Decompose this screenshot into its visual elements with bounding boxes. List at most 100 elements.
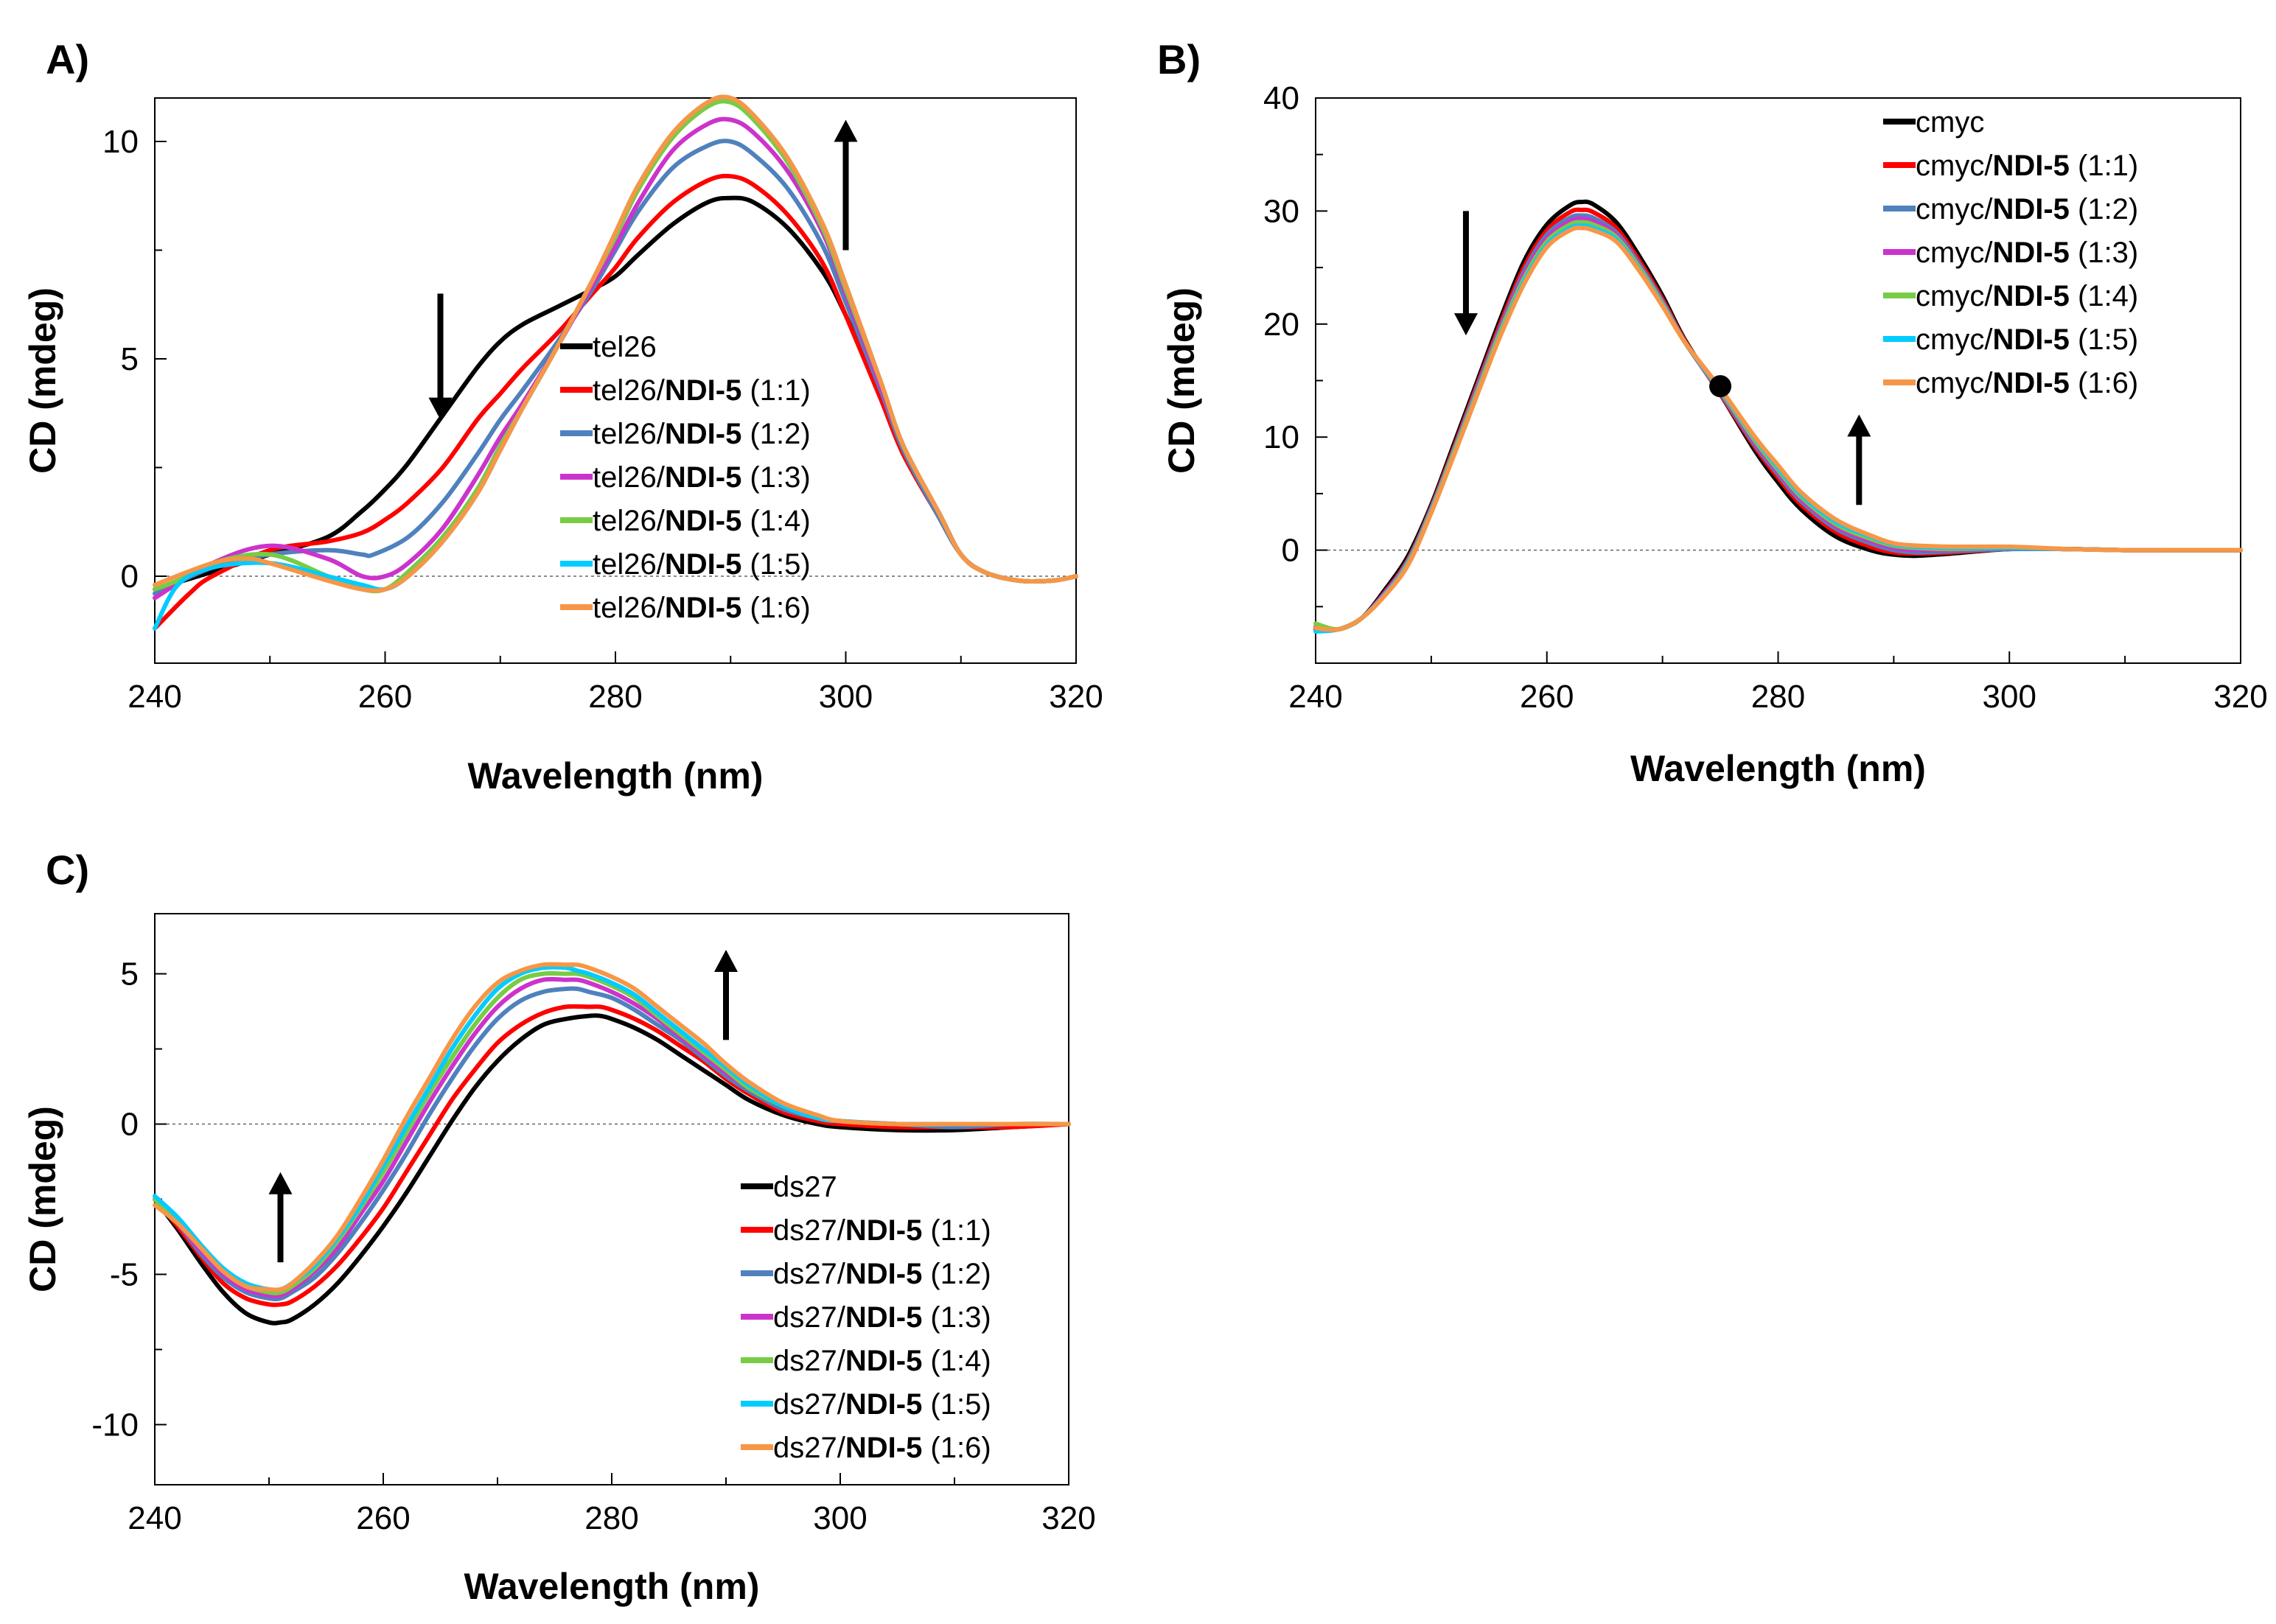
legend-entry: tel26/NDI-5 (1:1) [593, 374, 811, 407]
legend-entry: ds27/NDI-5 (1:4) [773, 1345, 991, 1377]
legend-entry-bold: NDI-5 [1992, 367, 2069, 399]
arrow-up-icon [1847, 414, 1871, 437]
legend-entry: ds27/NDI-5 (1:1) [773, 1214, 991, 1247]
legend-entry-base: tel26 [593, 331, 657, 363]
chart-panel-2: B) 240 260 280 300 320 0 10 20 30 40 Wavelength (nm… [1157, 36, 2268, 789]
x-tick-label: 260 [358, 679, 412, 715]
legend-entry-bold: NDI-5 [1992, 280, 2069, 312]
legend-entry-base: cmyc/ [1916, 367, 1993, 399]
legend-entry-bold: NDI-5 [665, 592, 741, 624]
arrow-up-icon [714, 949, 738, 972]
y-tick-label: 40 [1263, 80, 1299, 116]
legend-entry-suffix: (1:1) [741, 374, 810, 407]
chart-panel-3: C) 240 260 280 300 320 -10 -5 0 5 Wavelength (nm) C… [22, 847, 1096, 1607]
x-tick-label: 280 [584, 1500, 638, 1536]
y-axis-title: CD (mdeg) [22, 1106, 63, 1292]
legend-entry-base: cmyc [1916, 106, 1984, 139]
series-line-2 [1313, 207, 2243, 632]
legend-entry-base: cmyc/ [1916, 280, 1993, 312]
panel-label: B) [1157, 36, 1201, 83]
legend-entry: tel26/NDI-5 (1:3) [593, 461, 811, 494]
series-line-7 [153, 94, 1078, 593]
legend-entry: tel26/NDI-5 (1:6) [593, 592, 811, 624]
x-tick-label: 240 [1288, 679, 1342, 715]
y-axis-title: CD (mdeg) [22, 287, 63, 474]
series-line-7 [153, 962, 1071, 1292]
legend-entry-base: tel26/ [593, 592, 666, 624]
legend-entry: tel26 [593, 331, 657, 363]
legend-entry-bold: NDI-5 [1992, 193, 2069, 225]
y-tick-label: 0 [1282, 533, 1299, 569]
series-line-7 [1313, 225, 2243, 632]
y-tick-label: 0 [121, 559, 139, 595]
x-tick-label: 240 [128, 1500, 181, 1536]
y-tick-label: 5 [121, 956, 139, 993]
x-tick-label: 320 [1049, 679, 1103, 715]
chart-panel-1: A) 240 260 280 300 320 0 5 10 Wavelength (nm) CD (… [22, 36, 1103, 797]
legend-entry-suffix: (1:5) [741, 548, 810, 581]
legend-entry-base: tel26/ [593, 505, 666, 537]
legend-entry-bold: NDI-5 [665, 505, 741, 537]
legend-entry-bold: NDI-5 [845, 1432, 922, 1464]
isosbestic-point-marker [1709, 375, 1732, 398]
legend-entry-suffix: (1:4) [741, 505, 810, 537]
legend-entry-base: ds27/ [773, 1258, 846, 1290]
legend-entry-base: cmyc/ [1916, 237, 1993, 269]
x-tick-label: 300 [813, 1500, 867, 1536]
legend-entry-base: ds27/ [773, 1301, 846, 1334]
legend-entry-suffix: (1:3) [922, 1301, 991, 1334]
y-tick-label: 10 [102, 124, 139, 160]
legend-entry: tel26/NDI-5 (1:5) [593, 548, 811, 581]
legend-entry: ds27/NDI-5 (1:2) [773, 1258, 991, 1290]
legend-entry: cmyc/NDI-5 (1:2) [1916, 193, 2138, 225]
legend-entry: tel26/NDI-5 (1:4) [593, 505, 811, 537]
legend-entry-suffix: (1:2) [922, 1258, 991, 1290]
legend-entry-bold: NDI-5 [845, 1345, 922, 1377]
legend-entry: ds27/NDI-5 (1:5) [773, 1388, 991, 1421]
legend-entry-suffix: (1:6) [922, 1432, 991, 1464]
y-tick-label: 0 [121, 1107, 139, 1143]
legend-entry-base: ds27/ [773, 1388, 846, 1421]
legend-entry-base: ds27/ [773, 1214, 846, 1247]
legend-entry-suffix: (1:2) [741, 418, 810, 450]
legend-entry: ds27/NDI-5 (1:3) [773, 1301, 991, 1334]
legend-entry-suffix: (1:1) [2070, 150, 2138, 182]
legend-entry: cmyc/NDI-5 (1:6) [1916, 367, 2138, 399]
panel-label: C) [46, 847, 89, 893]
legend-entry-suffix: (1:5) [922, 1388, 991, 1421]
legend-entry-bold: NDI-5 [845, 1214, 922, 1247]
legend-entry-bold: NDI-5 [665, 418, 741, 450]
arrow-up-icon [268, 1172, 293, 1194]
x-tick-label: 300 [819, 679, 873, 715]
legend-entry-bold: NDI-5 [1992, 150, 2069, 182]
legend-entry: cmyc/NDI-5 (1:4) [1916, 280, 2138, 312]
y-tick-label: 20 [1263, 307, 1299, 343]
legend-entry-bold: NDI-5 [665, 548, 741, 581]
legend-entry-bold: NDI-5 [845, 1388, 922, 1421]
legend-entry: cmyc/NDI-5 (1:1) [1916, 150, 2138, 182]
legend-entry-base: ds27/ [773, 1432, 846, 1464]
x-tick-label: 260 [356, 1500, 410, 1536]
series-line-3 [153, 986, 1071, 1302]
legend-entry: cmyc [1916, 106, 1984, 139]
y-tick-label: 30 [1263, 193, 1299, 229]
x-tick-label: 280 [588, 679, 642, 715]
legend-entry-suffix: (1:6) [741, 592, 810, 624]
x-tick-label: 280 [1751, 679, 1805, 715]
x-tick-label: 240 [128, 679, 181, 715]
x-tick-label: 260 [1520, 679, 1574, 715]
legend-entry: cmyc/NDI-5 (1:3) [1916, 237, 2138, 269]
arrow-down-icon [428, 397, 453, 420]
legend-entry: ds27 [773, 1171, 837, 1203]
legend-entry-bold: NDI-5 [845, 1301, 922, 1334]
legend-entry: ds27/NDI-5 (1:6) [773, 1432, 991, 1464]
series-line-1 [153, 1013, 1071, 1326]
x-axis-title: Wavelength (nm) [1630, 748, 1926, 789]
legend-entry-suffix: (1:2) [2070, 193, 2138, 225]
legend-entry-suffix: (1:4) [2070, 280, 2138, 312]
x-tick-label: 300 [1983, 679, 2036, 715]
legend-entry-suffix: (1:1) [922, 1214, 991, 1247]
legend-entry-base: ds27/ [773, 1345, 846, 1377]
legend-entry-bold: NDI-5 [845, 1258, 922, 1290]
legend-entry-suffix: (1:4) [922, 1345, 991, 1377]
